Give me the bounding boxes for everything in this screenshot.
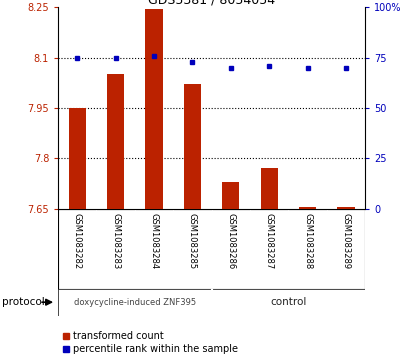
Text: GSM1083284: GSM1083284 bbox=[149, 213, 159, 269]
Bar bbox=[261, 168, 278, 209]
Text: doxycycline-induced ZNF395: doxycycline-induced ZNF395 bbox=[74, 298, 196, 307]
Legend: transformed count, percentile rank within the sample: transformed count, percentile rank withi… bbox=[59, 327, 242, 358]
Text: GSM1083283: GSM1083283 bbox=[111, 213, 120, 269]
Bar bbox=[299, 207, 316, 209]
Text: GSM1083286: GSM1083286 bbox=[226, 213, 235, 269]
Bar bbox=[107, 74, 124, 209]
Bar bbox=[68, 108, 86, 209]
Text: control: control bbox=[270, 297, 307, 307]
Text: protocol: protocol bbox=[2, 297, 45, 307]
Text: GSM1083287: GSM1083287 bbox=[265, 213, 274, 269]
Bar bbox=[337, 207, 355, 209]
Bar bbox=[184, 85, 201, 209]
Text: GSM1083289: GSM1083289 bbox=[342, 213, 351, 269]
Bar bbox=[222, 182, 239, 209]
Title: GDS5381 / 8054054: GDS5381 / 8054054 bbox=[148, 0, 275, 6]
Bar bbox=[145, 9, 163, 209]
Text: GSM1083288: GSM1083288 bbox=[303, 213, 312, 269]
Text: GSM1083282: GSM1083282 bbox=[73, 213, 82, 269]
Text: GSM1083285: GSM1083285 bbox=[188, 213, 197, 269]
